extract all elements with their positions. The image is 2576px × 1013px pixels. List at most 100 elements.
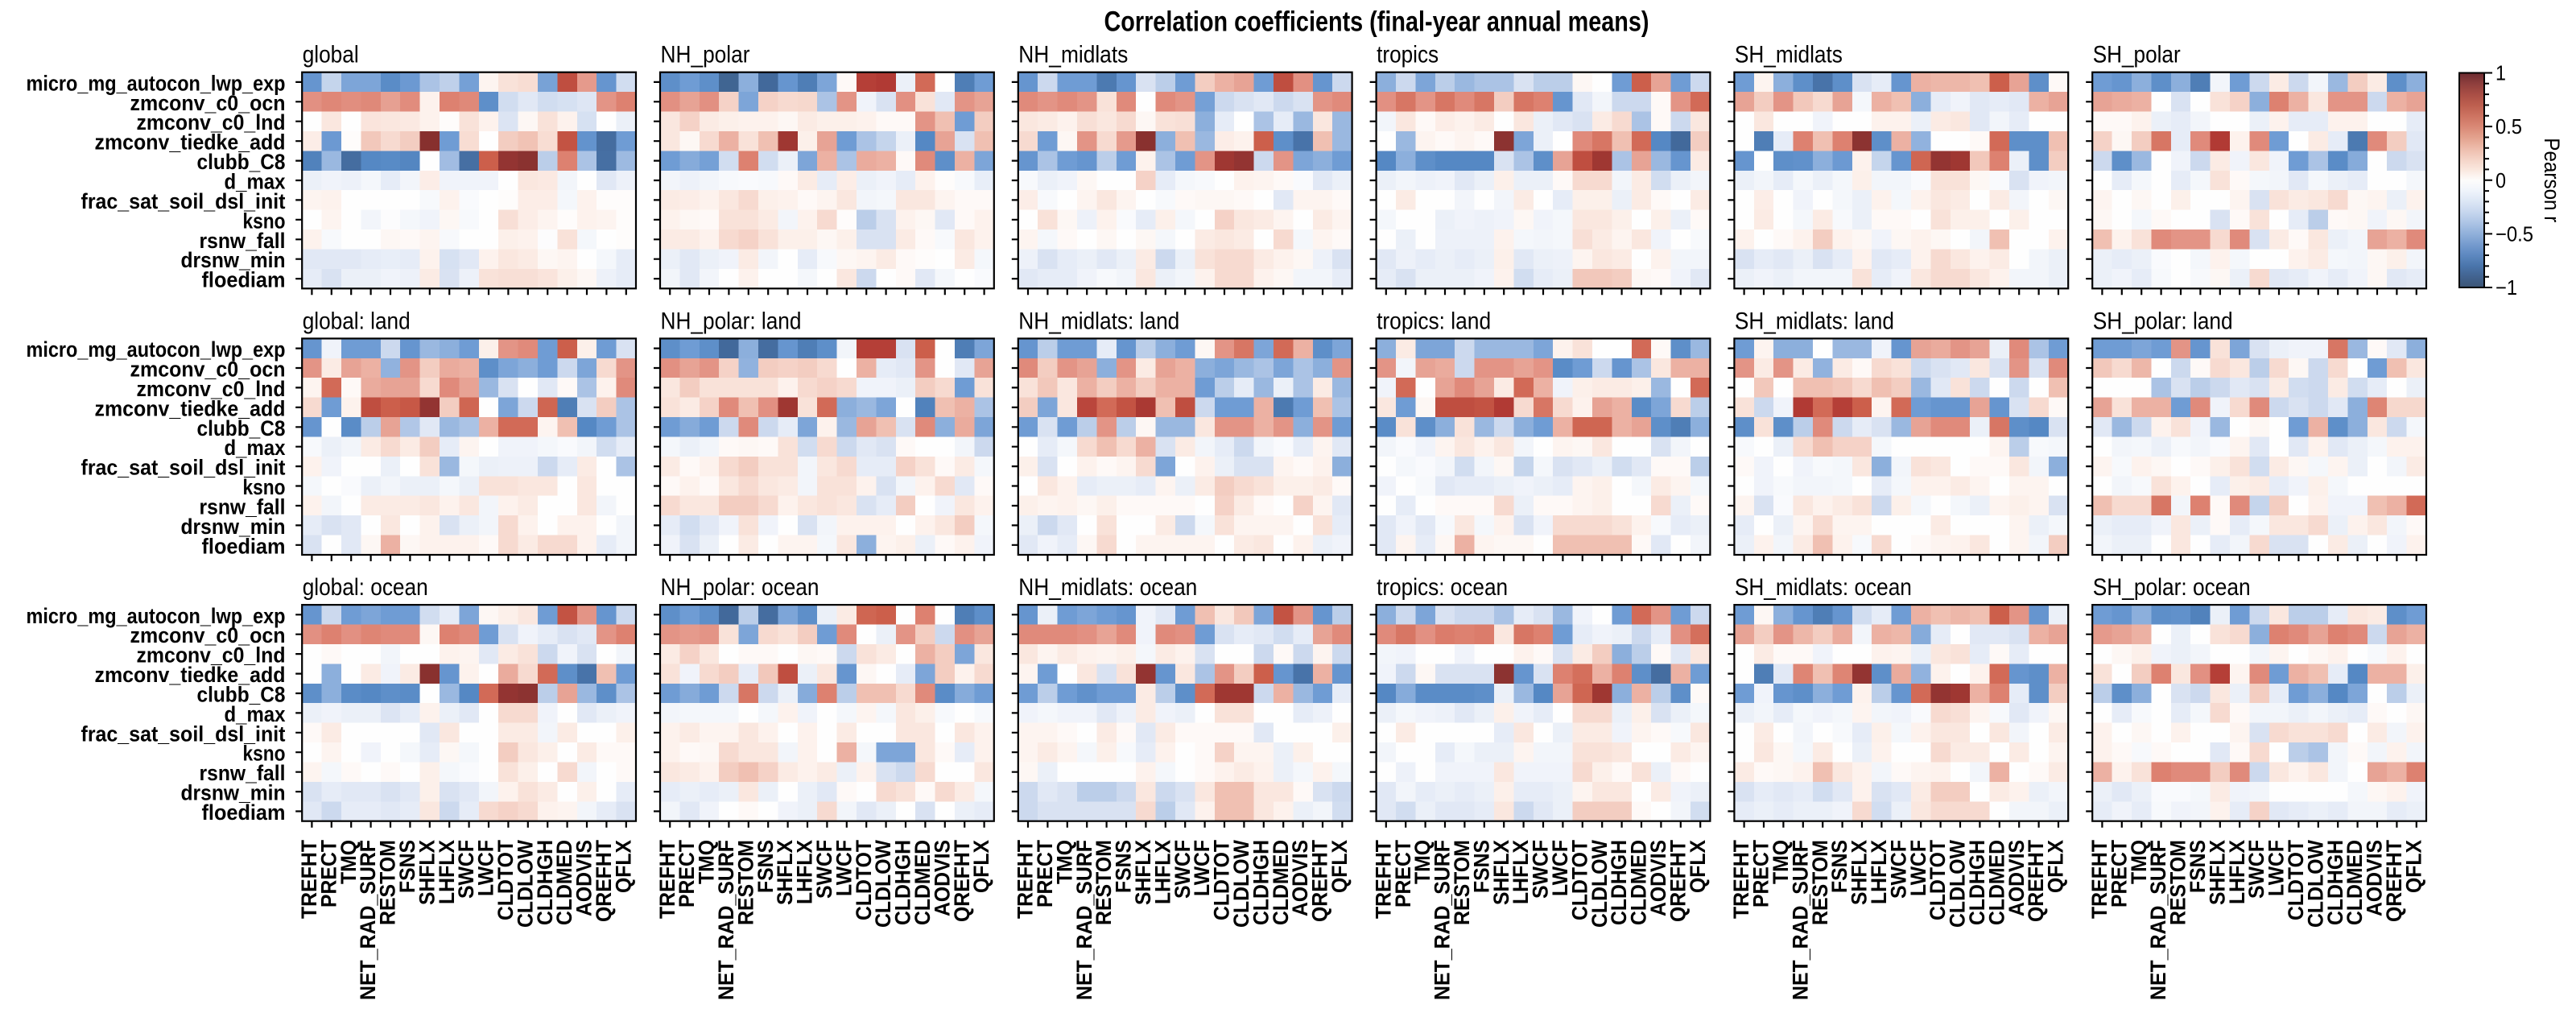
svg-text:NET_RAD_SURF: NET_RAD_SURF [714,840,738,1000]
svg-text:NET_RAD_SURF: NET_RAD_SURF [1430,840,1455,1000]
svg-text:PRECT: PRECT [316,840,341,908]
svg-text:micro_mg_autocon_lwp_exp: micro_mg_autocon_lwp_exp [27,71,286,95]
svg-text:CLDLOW: CLDLOW [871,840,895,928]
svg-text:global: global [303,42,359,68]
svg-text:CLDTOT: CLDTOT [493,840,518,920]
svg-text:global: land: global: land [303,308,411,334]
svg-text:drsnw_min: drsnw_min [181,515,286,539]
svg-text:d_max: d_max [225,702,286,726]
svg-text:CLDTOT: CLDTOT [2284,840,2308,920]
svg-text:AODVIS: AODVIS [1288,840,1312,916]
svg-text:SWCF: SWCF [1170,840,1195,899]
svg-text:PRECT: PRECT [1391,840,1415,908]
svg-text:ksno: ksno [243,742,286,766]
svg-text:AODVIS: AODVIS [2004,840,2029,916]
svg-text:SH_midlats: SH_midlats [1735,42,1843,68]
svg-text:frac_sat_soil_dsl_init: frac_sat_soil_dsl_init [81,189,286,213]
svg-text:QREFHT: QREFHT [950,840,974,922]
svg-text:QREFHT: QREFHT [1666,840,1690,922]
svg-text:FSNS: FSNS [2186,840,2210,893]
svg-text:Correlation coefficients (fina: Correlation coefficients (final-year ann… [1104,6,1649,37]
svg-text:SHFLX: SHFLX [773,840,797,905]
svg-text:tropics: ocean: tropics: ocean [1377,574,1508,601]
svg-text:zmconv_c0_ocn: zmconv_c0_ocn [130,623,286,647]
svg-text:SH_midlats: ocean: SH_midlats: ocean [1735,574,1912,601]
svg-text:RESTOM: RESTOM [2166,840,2190,925]
svg-text:NET_RAD_SURF: NET_RAD_SURF [356,840,380,1000]
svg-text:CLDLOW: CLDLOW [513,840,537,928]
svg-text:RESTOM: RESTOM [376,840,400,925]
svg-text:tropics: land: tropics: land [1377,308,1491,334]
svg-text:LHFLX: LHFLX [2225,840,2249,904]
svg-text:QREFHT: QREFHT [1308,840,1332,922]
svg-text:0.5: 0.5 [2496,114,2522,139]
svg-text:TMQ: TMQ [1410,840,1435,884]
svg-text:CLDMED: CLDMED [552,840,576,925]
svg-text:Pearson r: Pearson r [2540,138,2564,222]
svg-text:floediam: floediam [202,534,286,558]
svg-text:LHFLX: LHFLX [793,840,817,904]
svg-text:NH_midlats: ocean: NH_midlats: ocean [1018,574,1197,601]
svg-text:drsnw_min: drsnw_min [181,248,286,272]
svg-text:NH_midlats: NH_midlats [1018,42,1128,68]
svg-text:QFLX: QFLX [611,840,635,893]
svg-text:TREFHT: TREFHT [297,840,321,919]
svg-text:LWCF: LWCF [1548,840,1572,896]
svg-text:PRECT: PRECT [1033,840,1057,908]
svg-text:SHFLX: SHFLX [1489,840,1513,905]
svg-text:CLDMED: CLDMED [1984,840,2008,925]
svg-text:CLDLOW: CLDLOW [1587,840,1612,928]
svg-text:FSNS: FSNS [1469,840,1493,893]
svg-text:zmconv_c0_ocn: zmconv_c0_ocn [130,358,286,382]
svg-text:QFLX: QFLX [1686,840,1710,893]
svg-text:TMQ: TMQ [2127,840,2151,884]
svg-text:zmconv_c0_lnd: zmconv_c0_lnd [137,110,286,134]
svg-text:LHFLX: LHFLX [435,840,459,904]
svg-text:zmconv_c0_lnd: zmconv_c0_lnd [137,643,286,668]
svg-text:floediam: floediam [202,268,286,292]
svg-text:NH_midlats: land: NH_midlats: land [1018,308,1179,334]
svg-text:d_max: d_max [225,436,286,460]
svg-text:SWCF: SWCF [812,840,836,899]
svg-text:zmconv_tiedke_add: zmconv_tiedke_add [95,396,286,420]
svg-text:clubb_C8: clubb_C8 [197,150,286,174]
svg-text:global: ocean: global: ocean [303,574,428,601]
svg-text:CLDHGH: CLDHGH [1607,840,1631,925]
svg-text:tropics: tropics [1377,42,1439,68]
svg-text:CLDLOW: CLDLOW [1229,840,1253,928]
svg-text:−0.5: −0.5 [2496,221,2533,246]
svg-text:SH_polar: land: SH_polar: land [2093,308,2233,334]
svg-text:SWCF: SWCF [454,840,478,899]
svg-text:rsnw_fall: rsnw_fall [200,761,286,785]
svg-text:QREFHT: QREFHT [592,840,616,922]
svg-text:CLDLOW: CLDLOW [1946,840,1970,928]
svg-text:LWCF: LWCF [1906,840,1930,896]
svg-text:−1: −1 [2496,275,2517,300]
svg-text:CLDTOT: CLDTOT [1567,840,1591,920]
svg-text:ksno: ksno [243,475,286,499]
svg-text:SHFLX: SHFLX [1131,840,1155,905]
svg-text:CLDHGH: CLDHGH [1249,840,1273,925]
svg-text:FSNS: FSNS [1827,840,1852,893]
svg-text:floediam: floediam [202,800,286,825]
svg-text:rsnw_fall: rsnw_fall [200,495,286,519]
svg-text:QFLX: QFLX [969,840,993,893]
svg-text:CLDTOT: CLDTOT [1926,840,1950,920]
svg-text:LHFLX: LHFLX [1509,840,1533,904]
svg-text:zmconv_c0_ocn: zmconv_c0_ocn [130,91,286,115]
svg-text:CLDLOW: CLDLOW [2303,840,2327,928]
svg-text:LWCF: LWCF [474,840,498,896]
svg-text:TREFHT: TREFHT [655,840,679,919]
svg-text:frac_sat_soil_dsl_init: frac_sat_soil_dsl_init [81,456,286,480]
svg-text:QFLX: QFLX [2044,840,2068,893]
svg-text:QREFHT: QREFHT [2382,840,2406,922]
svg-text:FSNS: FSNS [395,840,419,893]
svg-text:RESTOM: RESTOM [733,840,758,925]
svg-text:micro_mg_autocon_lwp_exp: micro_mg_autocon_lwp_exp [27,337,286,362]
svg-text:RESTOM: RESTOM [1092,840,1116,925]
svg-text:LHFLX: LHFLX [1150,840,1174,904]
svg-text:micro_mg_autocon_lwp_exp: micro_mg_autocon_lwp_exp [27,604,286,628]
svg-text:RESTOM: RESTOM [1450,840,1474,925]
svg-text:0: 0 [2496,168,2506,192]
svg-text:CLDMED: CLDMED [1269,840,1293,925]
